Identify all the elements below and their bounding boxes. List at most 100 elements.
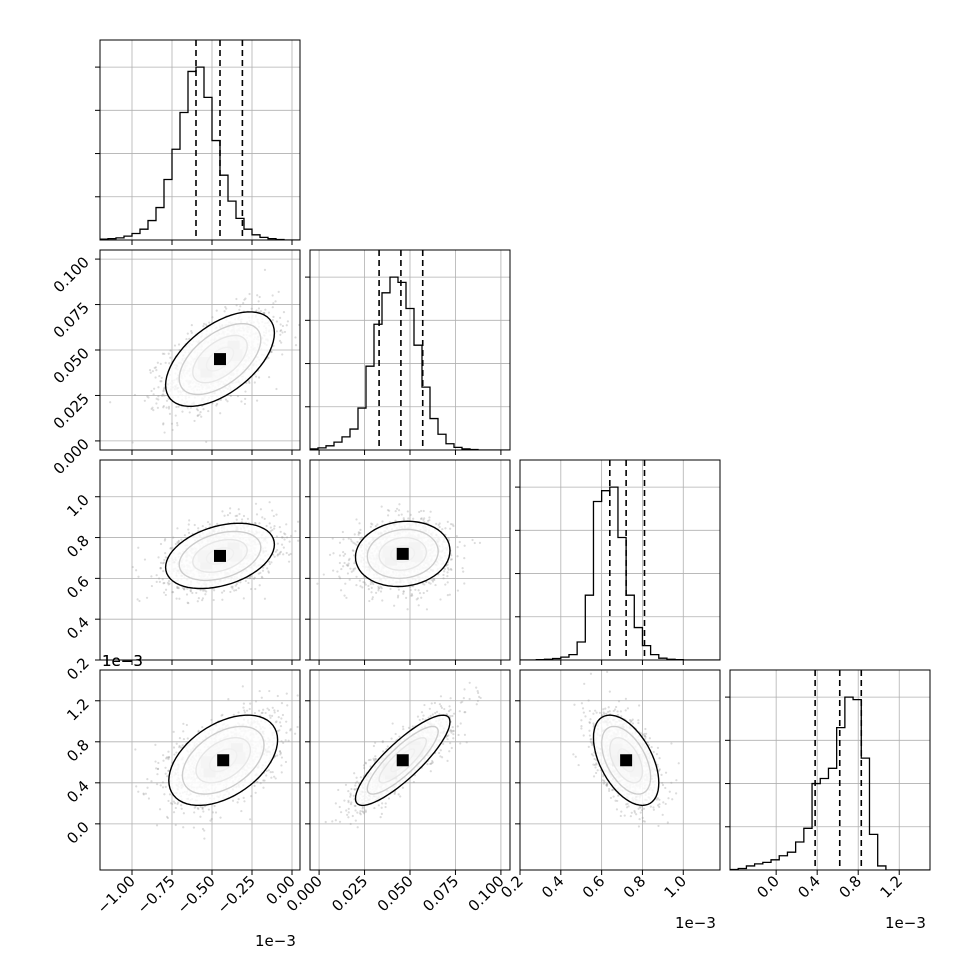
density-peak — [396, 547, 409, 560]
sample-point — [338, 541, 342, 544]
sample-point — [234, 514, 237, 518]
sample-point — [352, 549, 355, 552]
sample-point — [244, 390, 247, 393]
sample-point — [285, 551, 288, 555]
sample-point — [167, 756, 171, 759]
sample-point — [166, 816, 169, 820]
sample-point — [149, 371, 152, 374]
sample-point — [235, 297, 238, 301]
sample-point — [437, 523, 440, 527]
sample-point — [346, 564, 349, 567]
sample-point — [449, 523, 453, 526]
sample-point — [279, 530, 282, 533]
sample-point — [456, 555, 459, 558]
sample-point — [162, 422, 165, 425]
sample-point — [154, 743, 157, 746]
sample-point — [163, 394, 166, 397]
sample-point — [364, 583, 367, 586]
sample-point — [171, 591, 174, 594]
sample-point — [284, 739, 287, 742]
sample-point — [155, 402, 158, 405]
sample-point — [409, 513, 412, 516]
sample-point — [418, 510, 421, 514]
sample-point — [242, 597, 245, 600]
sample-point — [287, 553, 291, 556]
sample-point — [352, 554, 356, 557]
sample-point — [164, 361, 167, 364]
sample-point — [279, 753, 282, 756]
sample-point — [444, 527, 447, 530]
sample-point — [219, 412, 222, 415]
contours — [164, 522, 276, 590]
sample-point — [463, 557, 466, 560]
sample-point — [253, 521, 257, 525]
sample-point — [147, 396, 150, 399]
sample-point — [157, 386, 160, 389]
sample-point — [422, 591, 425, 595]
sample-point — [283, 330, 287, 334]
sample-point — [433, 578, 436, 581]
sample-point — [346, 572, 350, 575]
sample-point — [371, 596, 374, 599]
sample-point — [263, 311, 266, 315]
sample-point — [381, 520, 384, 523]
sample-point — [270, 561, 273, 564]
sample-point — [359, 531, 362, 535]
sample-point — [219, 398, 222, 401]
sample-point — [250, 587, 253, 591]
sample-point — [248, 292, 251, 296]
sample-point — [162, 389, 165, 392]
sample-point — [336, 570, 339, 573]
sample-point — [235, 518, 238, 521]
sample-point — [357, 533, 360, 536]
sample-point — [428, 519, 431, 522]
sample-point — [348, 578, 351, 581]
sample-point — [196, 414, 200, 417]
sample-point — [431, 580, 435, 583]
sample-point — [410, 593, 413, 596]
sample-point — [208, 523, 211, 526]
sample-point — [441, 528, 444, 531]
y-tick-label: 0.2 — [63, 654, 93, 684]
sample-point — [169, 547, 172, 550]
sample-point — [241, 685, 244, 688]
sample-point — [452, 524, 455, 528]
sample-point — [332, 552, 335, 555]
sample-point — [446, 594, 449, 597]
sample-point — [288, 540, 291, 543]
sample-point — [234, 584, 237, 587]
sample-point — [355, 584, 358, 587]
sample-point — [447, 568, 450, 571]
sample-point — [347, 562, 350, 565]
sample-point — [257, 376, 261, 379]
sample-point — [219, 816, 222, 819]
sample-point — [282, 311, 286, 314]
sample-point — [189, 589, 192, 592]
sample-point — [402, 590, 405, 593]
sample-point — [353, 533, 356, 536]
sample-point — [275, 535, 279, 538]
sample-point — [150, 407, 153, 411]
sample-point — [193, 419, 196, 423]
sample-point — [185, 337, 188, 341]
sample-point — [236, 514, 239, 517]
sample-point — [338, 561, 341, 565]
sample-point — [206, 520, 210, 524]
sample-point — [367, 587, 370, 591]
density-peak — [214, 549, 226, 562]
sample-point — [159, 566, 162, 570]
sample-point — [402, 518, 406, 521]
sample-point — [233, 589, 236, 592]
sample-point — [294, 344, 298, 347]
y-tick-label: 0.075 — [50, 299, 93, 342]
sample-point — [195, 408, 199, 411]
histogram-step — [310, 276, 510, 450]
y-tick-label: 0.025 — [50, 390, 93, 433]
sample-point — [268, 689, 271, 693]
sample-point — [258, 522, 261, 525]
sample-point — [189, 406, 192, 409]
sample-point — [339, 577, 342, 580]
sample-point — [416, 597, 420, 600]
sample-point — [163, 431, 166, 434]
sample-point — [188, 411, 191, 414]
